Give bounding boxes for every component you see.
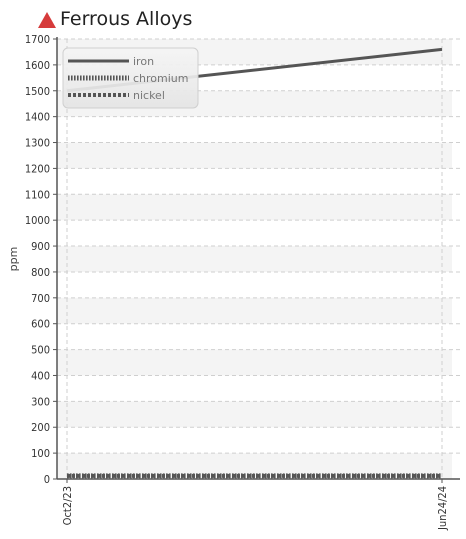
y-tick-label: 200 (31, 421, 50, 434)
y-tick-label: 1000 (25, 214, 50, 227)
grid-band (57, 194, 452, 221)
y-tick-label: 0 (44, 473, 50, 486)
grid-band (57, 349, 452, 376)
y-axis-tick-labels: 0 100 200 300 400 500 600 700 800 900 1000 1100 1200… (25, 33, 50, 486)
gridlines (57, 38, 460, 480)
chart-title: Ferrous Alloys (38, 6, 192, 32)
grid-band (57, 142, 452, 169)
y-tick-label: 1200 (25, 162, 50, 175)
y-tick-label: 300 (31, 395, 50, 408)
y-tick-label: 800 (31, 266, 50, 279)
y-tick-label: 1400 (25, 111, 50, 124)
legend[interactable]: iron chromium nickel (62, 47, 199, 109)
chart-title-text: Ferrous Alloys (60, 8, 193, 30)
legend-label-iron: iron (133, 55, 154, 68)
y-tick-label: 100 (31, 447, 50, 460)
y-tick-label: 400 (31, 369, 50, 382)
y-tick-label: 500 (31, 344, 50, 357)
legend-label-nickel: nickel (133, 89, 165, 102)
y-tick-label: 1500 (25, 85, 50, 98)
y-tick-label: 1300 (25, 137, 50, 150)
axes (53, 37, 460, 483)
y-axis-label: ppm (7, 247, 20, 272)
legend-label-chromium: chromium (133, 72, 189, 85)
grid-band (57, 401, 452, 428)
alert-triangle-icon (38, 12, 56, 28)
x-tick-label: Jun24/24 (436, 486, 449, 531)
y-tick-label: 1600 (25, 59, 50, 72)
y-tick-label: 900 (31, 240, 50, 253)
y-tick-label: 600 (31, 318, 50, 331)
x-axis-tick-labels: Oct2/23 Jun24/24 (61, 486, 449, 531)
grid-band (57, 246, 452, 272)
y-tick-label: 1700 (25, 33, 50, 46)
y-tick-label: 700 (31, 292, 50, 305)
x-tick-label: Oct2/23 (61, 486, 74, 525)
grid-band (57, 297, 452, 324)
y-tick-label: 1100 (25, 188, 50, 201)
legend-box (62, 47, 199, 109)
